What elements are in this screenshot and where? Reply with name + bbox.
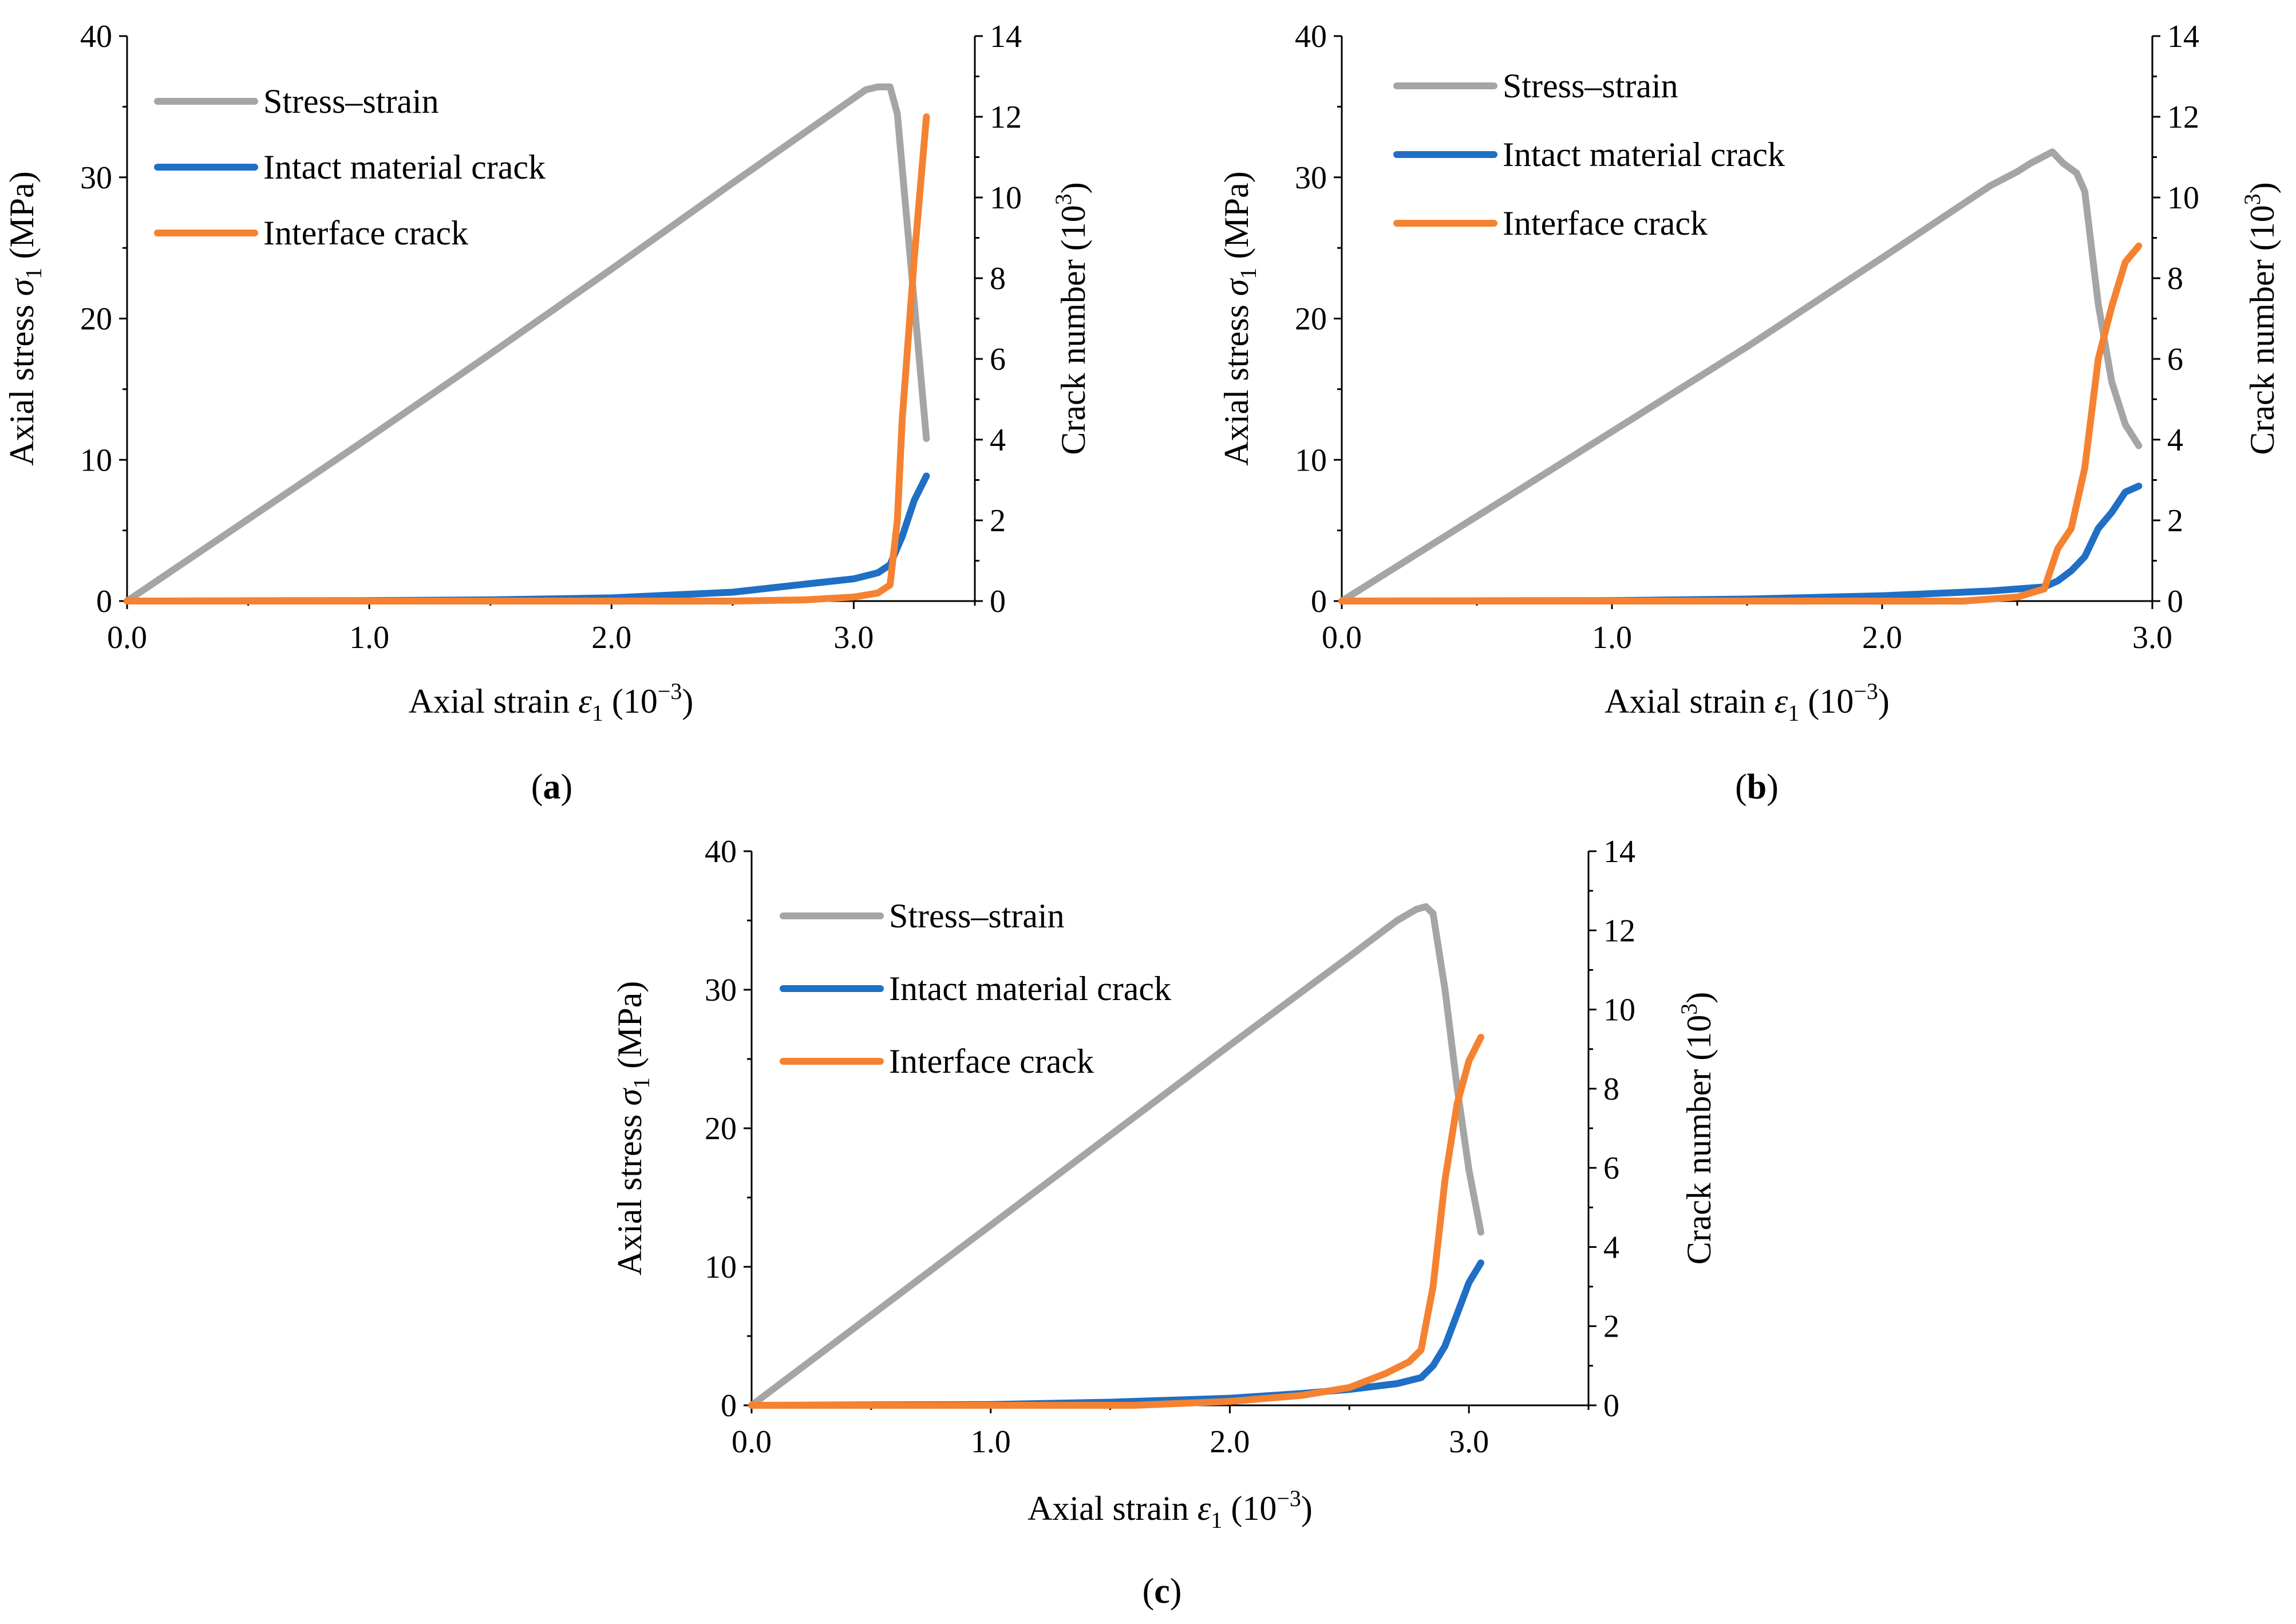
series-line-stress-strain <box>1338 148 2143 604</box>
x-tick-label: 1.0 <box>971 1424 1011 1460</box>
x-tick-label: 1.0 <box>1592 620 1632 655</box>
x-axis-label: Axial strain ε1 (10−3) <box>1028 1485 1313 1533</box>
y2-tick-label: 14 <box>2167 19 2199 54</box>
y2-tick-label: 6 <box>2167 342 2183 377</box>
x-tick-label: 2.0 <box>1862 620 1902 655</box>
legend-label: Stress–strain <box>1503 67 1678 105</box>
x-tick-label: 3.0 <box>1449 1424 1489 1460</box>
panel-caption: (b) <box>1735 768 1779 807</box>
y2-tick-label: 8 <box>1603 1072 1619 1107</box>
x-axis-label: Axial strain ε1 (10−3) <box>1605 678 1890 726</box>
y2-tick-label: 2 <box>990 503 1006 539</box>
legend-label: Stress–strain <box>263 82 439 120</box>
series-line-intact-material-crack <box>1338 483 2143 604</box>
y-axis-label: Axial stress σ1 (MPa) <box>611 981 654 1276</box>
y2-tick-label: 0 <box>990 584 1006 619</box>
x-tick-label: 2.0 <box>1210 1424 1250 1460</box>
y2-tick-label: 14 <box>1603 834 1635 870</box>
x-tick-label: 1.0 <box>349 620 389 655</box>
x-axis-label: Axial strain ε1 (10−3) <box>409 678 694 726</box>
y2-tick-label: 10 <box>1603 993 1635 1028</box>
x-tick-label: 0.0 <box>107 620 147 655</box>
y-axis-label: Axial stress σ1 (MPa) <box>1218 171 1261 466</box>
y2-tick-label: 4 <box>990 422 1006 458</box>
y-tick-label: 10 <box>80 442 112 478</box>
legend-label: Intact material crack <box>1503 136 1785 173</box>
y2-tick-label: 10 <box>990 180 1022 216</box>
panel-b: 0 10 20 30 40 0 2 4 6 8 10 12 14 0.0 1.0 2.0 3.0 Stress–s… <box>1218 19 2281 807</box>
y-tick-label: 40 <box>705 834 737 870</box>
series-line-stress-strain <box>124 83 930 604</box>
y2-axis-label: Crack number (103) <box>1050 182 1092 455</box>
y-tick-label: 40 <box>1295 19 1327 54</box>
y2-tick-label: 8 <box>990 261 1006 297</box>
y2-tick-label: 2 <box>1603 1309 1619 1345</box>
panel-c: 0 10 20 30 40 0 2 4 6 8 10 12 14 0.0 1.0 2.0 3.0 Stress–s… <box>611 834 1718 1611</box>
y2-axis-label: Crack number (103) <box>2239 182 2281 455</box>
series-line-interface-crack <box>124 113 930 604</box>
y-tick-label: 0 <box>721 1388 737 1424</box>
y2-tick-label: 12 <box>1603 913 1635 949</box>
panel-a: 0 10 20 30 40 0 2 4 6 8 10 12 14 0.0 1.0 2.0 3.0 Stress–s… <box>3 19 1092 807</box>
y-tick-label: 0 <box>96 584 112 619</box>
series-line-interface-crack <box>748 1034 1484 1409</box>
y-tick-label: 10 <box>1295 442 1327 478</box>
series-line-intact-material-crack <box>124 472 930 604</box>
legend-label: Intact material crack <box>889 970 1171 1007</box>
series-line-intact-material-crack <box>748 1259 1484 1409</box>
y2-tick-label: 10 <box>2167 180 2199 216</box>
x-tick-label: 3.0 <box>833 620 874 655</box>
y-tick-label: 30 <box>705 973 737 1008</box>
y2-tick-label: 12 <box>990 100 1022 135</box>
y2-tick-label: 6 <box>990 342 1006 377</box>
series-line-interface-crack <box>1338 242 2143 604</box>
y2-axis-label: Crack number (103) <box>1676 992 1718 1265</box>
legend-label: Interface crack <box>263 214 468 252</box>
y-tick-label: 20 <box>705 1111 737 1147</box>
y-tick-label: 20 <box>80 302 112 337</box>
x-tick-label: 0.0 <box>732 1424 772 1460</box>
y-tick-label: 0 <box>1311 584 1327 619</box>
y-tick-label: 10 <box>705 1250 737 1285</box>
y-axis-label: Axial stress σ1 (MPa) <box>3 171 46 466</box>
y2-tick-label: 0 <box>2167 584 2183 619</box>
legend-label: Stress–strain <box>889 897 1065 935</box>
y2-tick-label: 14 <box>990 19 1022 54</box>
y-tick-label: 30 <box>80 160 112 196</box>
legend-label: Intact material crack <box>263 148 546 186</box>
y2-tick-label: 4 <box>1603 1230 1619 1265</box>
panel-caption: (a) <box>531 768 572 807</box>
x-tick-label: 3.0 <box>2132 620 2172 655</box>
series-line-stress-strain <box>748 903 1484 1409</box>
y2-tick-label: 4 <box>2167 422 2183 458</box>
y2-tick-label: 6 <box>1603 1151 1619 1186</box>
y-tick-label: 30 <box>1295 160 1327 196</box>
y-tick-label: 20 <box>1295 302 1327 337</box>
legend-label: Interface crack <box>889 1042 1094 1080</box>
y2-tick-label: 8 <box>2167 261 2183 297</box>
y-tick-label: 40 <box>80 19 112 54</box>
y2-tick-label: 2 <box>2167 503 2183 539</box>
x-tick-label: 2.0 <box>591 620 631 655</box>
panel-caption: (c) <box>1143 1572 1182 1611</box>
y2-tick-label: 0 <box>1603 1388 1619 1424</box>
x-tick-label: 0.0 <box>1322 620 1362 655</box>
legend-label: Interface crack <box>1503 204 1708 242</box>
y2-tick-label: 12 <box>2167 100 2199 135</box>
